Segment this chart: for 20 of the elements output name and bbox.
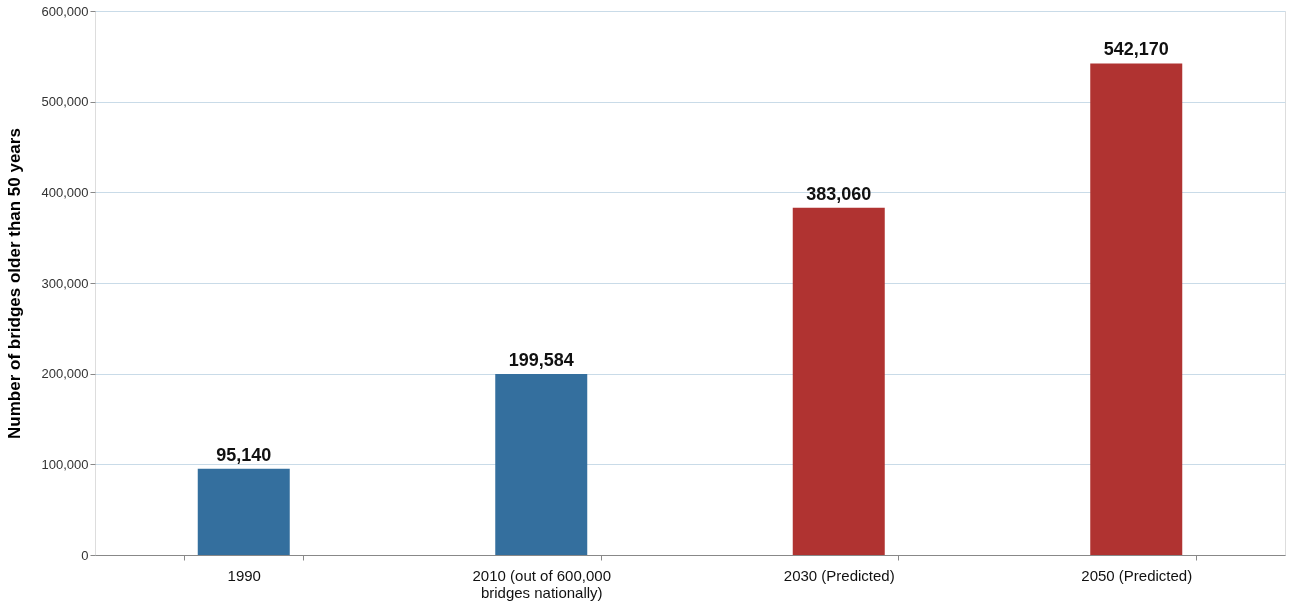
- data-label: 199,584: [508, 350, 574, 371]
- bar: [1090, 63, 1183, 555]
- y-tick-label: 400,000: [41, 184, 89, 200]
- y-tick-label: 200,000: [41, 366, 89, 382]
- x-tick-label: 2030 (Predicted): [783, 566, 895, 584]
- y-axis-title: Number of bridges older than 50 years: [4, 128, 24, 439]
- bar: [197, 468, 290, 555]
- data-label: 95,140: [216, 444, 272, 465]
- y-tick-label: 500,000: [41, 94, 89, 110]
- y-tick-label: 600,000: [41, 3, 89, 19]
- y-tick-label: 0: [81, 547, 89, 563]
- y-tick-label: 300,000: [41, 275, 89, 291]
- y-tick-label: 100,000: [41, 456, 89, 472]
- x-tick-label: 1990: [227, 566, 261, 584]
- bar: [792, 207, 885, 555]
- x-tick-label: 2050 (Predicted): [1081, 566, 1193, 584]
- bar: [495, 374, 588, 555]
- data-label: 542,170: [1103, 39, 1169, 60]
- data-label: 383,060: [806, 183, 872, 204]
- x-tick-label: 2010 (out of 600,000 bridges nationally): [472, 566, 611, 601]
